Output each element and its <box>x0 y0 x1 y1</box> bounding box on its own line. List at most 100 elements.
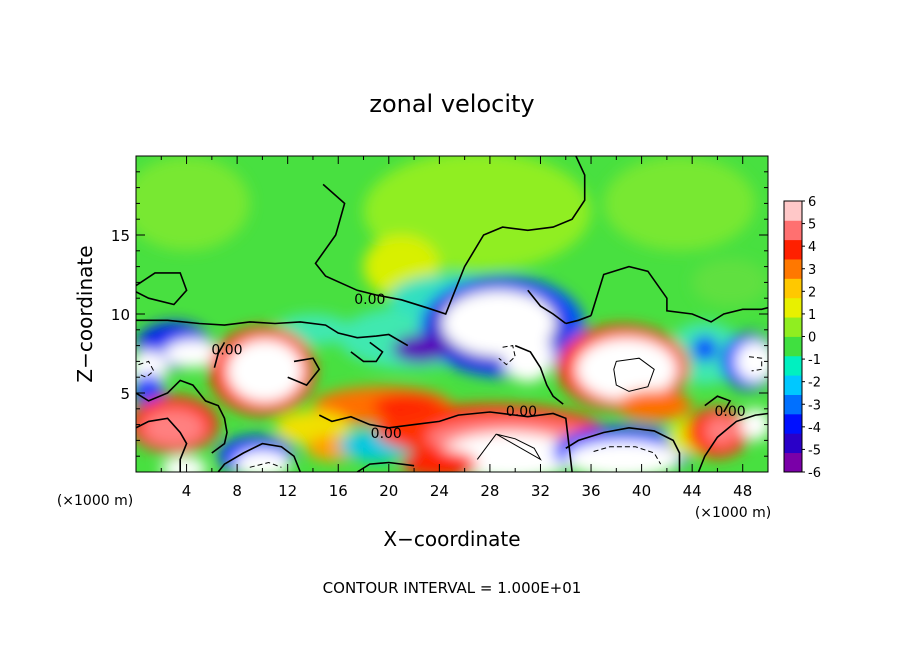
field-blob <box>616 389 693 422</box>
x-tick-label: 8 <box>232 482 242 500</box>
field-blob <box>502 331 554 382</box>
contour-line <box>704 395 732 413</box>
x-unit-left: (×1000 m) <box>57 493 133 509</box>
colorbar-tick-label: 2 <box>808 285 816 300</box>
colorbar-tick-label: 6 <box>808 195 816 210</box>
contour-label: 0.00 <box>354 292 385 308</box>
x-tick-label: 28 <box>480 482 499 500</box>
y-tick-label: 5 <box>120 385 130 403</box>
contour-line <box>287 357 321 387</box>
x-tick-label: 20 <box>379 482 398 500</box>
field-blob <box>161 456 207 472</box>
x-tick-label: 32 <box>531 482 550 500</box>
y-tick-label: 15 <box>111 227 130 245</box>
field-blob <box>136 156 250 251</box>
contour-line <box>136 379 228 454</box>
colorbar-tick-label: 4 <box>808 240 816 255</box>
contour-interval-note: CONTOUR INTERVAL = 1.000E+01 <box>323 579 582 597</box>
colorbar-tick-label: -2 <box>808 376 821 391</box>
x-tick-label: 4 <box>182 482 192 500</box>
contour-line-negative <box>249 461 282 468</box>
colorbar-tick-label: 5 <box>808 218 816 233</box>
field-blob <box>142 408 206 447</box>
contour-line-positive <box>495 433 542 461</box>
field-blob <box>565 440 680 472</box>
contour-line-positive <box>476 433 497 460</box>
x-axis-label: X−coordinate <box>383 527 520 551</box>
contour-label: 0.00 <box>714 404 745 420</box>
contour-labels: 0.00 0.00 0.00 0.00 0.00 <box>211 292 745 442</box>
colorbar-swatch <box>784 433 802 454</box>
colorbar-swatch <box>784 394 802 415</box>
contour-line <box>697 412 768 472</box>
field-blob <box>392 334 449 363</box>
colorbar-swatch <box>784 413 802 434</box>
colorbar-swatch <box>784 278 802 299</box>
x-tick-label: 44 <box>683 482 702 500</box>
colorbar-swatch <box>784 317 802 337</box>
contour-line-negative <box>748 356 763 372</box>
field-blob <box>575 337 677 401</box>
colorbar-swatch <box>784 201 802 221</box>
field-blob <box>603 156 756 251</box>
colorbar-tick-label: 0 <box>808 331 816 346</box>
contour-label: 0.00 <box>506 404 537 420</box>
contour-line-negative <box>138 360 155 378</box>
field-blob <box>735 340 768 382</box>
colorbar: 6 5 4 3 2 1 0 -1 -2 -3 -4 -5 -6 <box>783 195 821 481</box>
colorbar-tick-label: -5 <box>808 443 821 458</box>
field-blob <box>163 339 222 368</box>
colorbar-tick-label: 1 <box>808 308 816 323</box>
contour-line <box>514 344 564 405</box>
x-tick-label: 16 <box>329 482 348 500</box>
contour-line <box>350 341 384 363</box>
contour-line <box>136 417 188 472</box>
contour-line-negative <box>593 446 662 465</box>
contour-line <box>217 442 302 472</box>
contour-line <box>136 319 409 347</box>
colorbar-swatch <box>784 297 802 318</box>
colorbar-swatch <box>784 336 802 357</box>
y-tick-label: 10 <box>111 306 130 324</box>
field-blob <box>692 336 718 362</box>
field-blob <box>740 408 768 441</box>
x-unit-right: (×1000 m) <box>695 505 771 521</box>
colorbar-swatch <box>784 259 802 279</box>
field-blob <box>401 449 478 472</box>
contour-line-negative <box>498 345 516 366</box>
field-blob <box>227 339 303 403</box>
contour-line <box>136 272 188 306</box>
contour-line <box>318 411 573 472</box>
x-tick-label: 36 <box>581 482 600 500</box>
contour-line <box>565 314 592 325</box>
colorbar-swatch <box>784 355 802 376</box>
colorbar-swatch <box>784 239 802 260</box>
velocity-field <box>136 156 768 472</box>
field-blob <box>692 258 768 307</box>
colorbar-tick-label: -1 <box>808 353 821 368</box>
colorbar-tick-label: -6 <box>808 466 821 481</box>
x-tick-label: 48 <box>733 482 752 500</box>
field-blob <box>234 449 291 472</box>
contour-line <box>527 289 567 325</box>
contour-label: 0.00 <box>371 426 402 442</box>
colorbar-tick-label: 3 <box>808 263 816 278</box>
contour-line <box>213 342 226 368</box>
contour-label: 0.00 <box>211 342 242 358</box>
contour-line <box>590 265 768 323</box>
x-tick-label: 40 <box>632 482 651 500</box>
contour-line <box>565 426 681 472</box>
colorbar-tick-label: -4 <box>808 421 821 436</box>
colorbar-tick-label: -3 <box>808 398 821 413</box>
x-tick-label: 12 <box>278 482 297 500</box>
contour-lines <box>136 156 768 472</box>
chart-title: zonal velocity <box>369 90 534 118</box>
y-axis-label: Z−coordinate <box>73 245 97 382</box>
contour-line-positive <box>613 357 655 392</box>
x-tick-label: 24 <box>430 482 449 500</box>
colorbar-swatch <box>784 375 802 395</box>
colorbar-swatch <box>784 452 802 473</box>
